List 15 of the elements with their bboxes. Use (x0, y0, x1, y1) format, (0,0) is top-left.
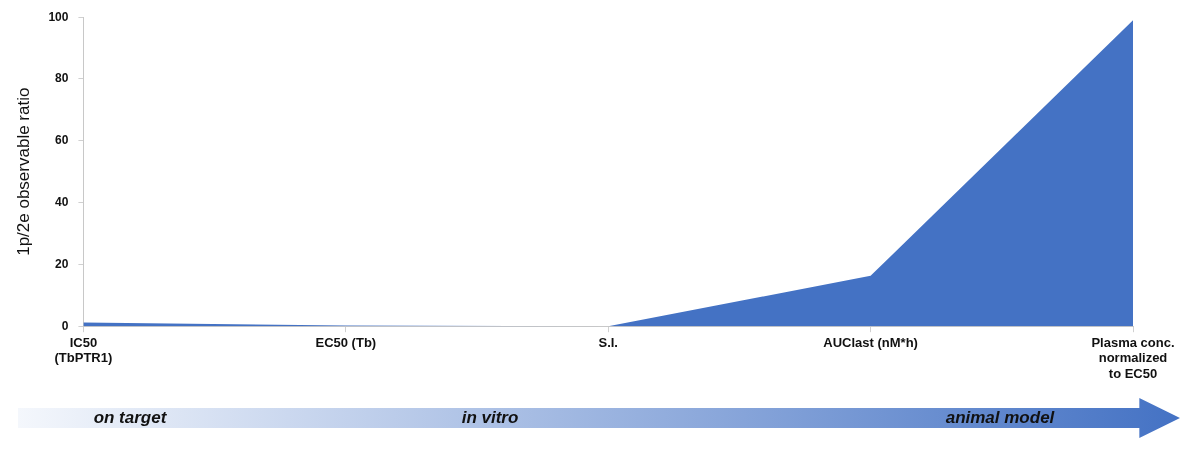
y-tick-label: 100 (48, 9, 69, 24)
y-tick-label: 40 (55, 194, 69, 209)
y-tick-label: 60 (55, 133, 69, 148)
x-tick-label: IC50 (TbPTR1) (54, 334, 113, 366)
x-tick-label: S.I. (598, 334, 618, 350)
x-tick-label: AUClast (nM*h) (823, 334, 918, 350)
text: in vitro (461, 408, 519, 428)
y-tick-label: 20 (55, 256, 69, 271)
y-tick-label: 80 (55, 71, 69, 86)
x-tick-label: Plasma conc. normalized to EC50 (1091, 334, 1175, 381)
y-axis-title: 1p/2e observable ratio (13, 87, 33, 256)
text: on target (93, 408, 167, 428)
y-tick-label: 0 (61, 318, 69, 333)
x-tick-label: EC50 (Tb) (315, 334, 377, 350)
text: animal model (945, 408, 1055, 428)
